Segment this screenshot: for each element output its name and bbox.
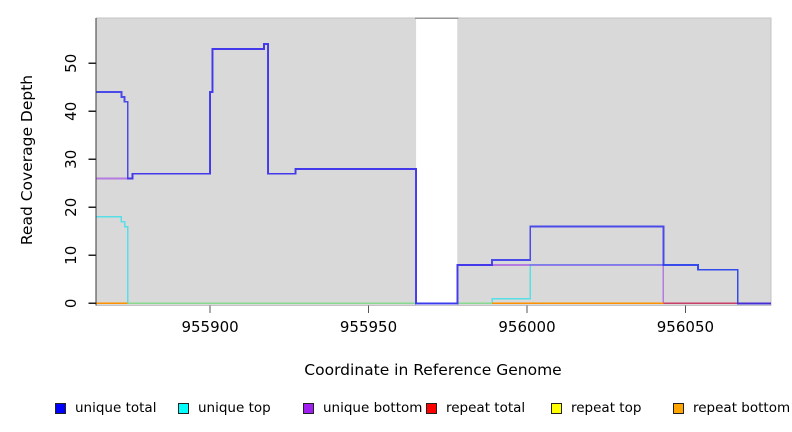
legend: unique total unique top unique bottom re… bbox=[0, 398, 792, 420]
x-tick-label: 955900 bbox=[181, 318, 238, 336]
legend-label: repeat bottom bbox=[693, 400, 791, 416]
legend-item-unique-top: unique top bbox=[178, 398, 271, 418]
legend-label: repeat total bbox=[446, 400, 526, 416]
unique-total-swatch-icon bbox=[55, 402, 66, 414]
legend-item-repeat-top: repeat top bbox=[551, 398, 641, 418]
y-tick-label: 30 bbox=[62, 150, 80, 169]
unique-top-swatch-icon bbox=[178, 402, 189, 414]
legend-item-unique-total: unique total bbox=[55, 398, 156, 418]
legend-label: unique total bbox=[75, 400, 157, 416]
repeat-bottom-swatch-icon bbox=[673, 402, 684, 414]
y-axis-title: Read Coverage Depth bbox=[18, 74, 36, 246]
x-axis-title: Coordinate in Reference Genome bbox=[304, 361, 562, 379]
y-tick-label: 40 bbox=[62, 102, 80, 121]
unique-bottom-swatch-icon bbox=[303, 402, 314, 414]
repeat-top-swatch-icon bbox=[551, 402, 562, 414]
legend-label: unique top bbox=[198, 400, 271, 416]
legend-label: unique bottom bbox=[323, 400, 423, 416]
legend-item-unique-bottom: unique bottom bbox=[303, 398, 422, 418]
x-tick-label: 956050 bbox=[657, 318, 714, 336]
repeat-total-swatch-icon bbox=[426, 402, 437, 414]
y-tick-label: 50 bbox=[62, 54, 80, 73]
legend-label: repeat top bbox=[571, 400, 642, 416]
y-tick-label: 0 bbox=[62, 299, 80, 309]
masked-gap-region bbox=[416, 18, 458, 306]
legend-item-repeat-total: repeat total bbox=[426, 398, 525, 418]
unique-total-line bbox=[96, 43, 771, 305]
x-tick-label: 956000 bbox=[498, 318, 555, 336]
x-tick-label: 955950 bbox=[340, 318, 397, 336]
y-tick-label: 10 bbox=[62, 246, 80, 265]
legend-item-repeat-bottom: repeat bottom bbox=[673, 398, 790, 418]
y-tick-label: 20 bbox=[62, 198, 80, 217]
